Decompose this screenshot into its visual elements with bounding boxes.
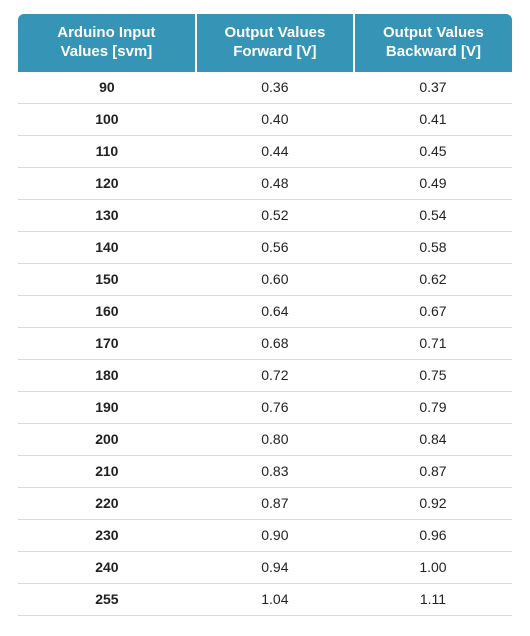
cell-input: 240 (18, 551, 196, 583)
cell-backward: 0.75 (354, 359, 512, 391)
cell-backward: 0.87 (354, 455, 512, 487)
table-row: 1400.560.58 (18, 231, 512, 263)
cell-backward: 0.96 (354, 519, 512, 551)
cell-forward: 0.48 (196, 167, 354, 199)
cell-backward: 0.37 (354, 72, 512, 104)
data-table: Arduino InputValues [svm] Output ValuesF… (18, 14, 512, 616)
cell-forward: 0.90 (196, 519, 354, 551)
cell-backward: 0.49 (354, 167, 512, 199)
cell-forward: 0.76 (196, 391, 354, 423)
cell-input: 200 (18, 423, 196, 455)
cell-input: 220 (18, 487, 196, 519)
col-header-input-l1: Arduino InputValues [svm] (57, 24, 155, 60)
cell-backward: 0.92 (354, 487, 512, 519)
cell-backward: 0.79 (354, 391, 512, 423)
table-header: Arduino InputValues [svm] Output ValuesF… (18, 14, 512, 72)
cell-backward: 1.11 (354, 583, 512, 615)
cell-input: 90 (18, 72, 196, 104)
cell-input: 140 (18, 231, 196, 263)
cell-backward: 0.45 (354, 135, 512, 167)
cell-input: 255 (18, 583, 196, 615)
cell-backward: 0.62 (354, 263, 512, 295)
col-header-input: Arduino InputValues [svm] (18, 14, 196, 72)
cell-input: 100 (18, 103, 196, 135)
cell-input: 230 (18, 519, 196, 551)
cell-forward: 0.72 (196, 359, 354, 391)
cell-input: 130 (18, 199, 196, 231)
cell-forward: 0.68 (196, 327, 354, 359)
cell-input: 160 (18, 295, 196, 327)
cell-forward: 1.04 (196, 583, 354, 615)
table-row: 1700.680.71 (18, 327, 512, 359)
cell-backward: 0.58 (354, 231, 512, 263)
cell-input: 180 (18, 359, 196, 391)
cell-input: 110 (18, 135, 196, 167)
table-row: 1100.440.45 (18, 135, 512, 167)
col-header-backward: Output ValuesBackward [V] (354, 14, 512, 72)
table-row: 1500.600.62 (18, 263, 512, 295)
col-header-backward-l1: Output ValuesBackward [V] (383, 24, 484, 60)
cell-forward: 0.83 (196, 455, 354, 487)
cell-input: 120 (18, 167, 196, 199)
table-row: 1800.720.75 (18, 359, 512, 391)
table-row: 2200.870.92 (18, 487, 512, 519)
table-row: 2300.900.96 (18, 519, 512, 551)
cell-forward: 0.52 (196, 199, 354, 231)
cell-backward: 0.67 (354, 295, 512, 327)
table-row: 1900.760.79 (18, 391, 512, 423)
cell-forward: 0.94 (196, 551, 354, 583)
cell-backward: 0.54 (354, 199, 512, 231)
table-row: 1300.520.54 (18, 199, 512, 231)
table-row: 900.360.37 (18, 72, 512, 104)
table-container: Arduino InputValues [svm] Output ValuesF… (0, 0, 530, 636)
col-header-forward: Output ValuesForward [V] (196, 14, 354, 72)
cell-forward: 0.80 (196, 423, 354, 455)
cell-forward: 0.36 (196, 72, 354, 104)
table-row: 2400.941.00 (18, 551, 512, 583)
table-row: 1000.400.41 (18, 103, 512, 135)
cell-forward: 0.44 (196, 135, 354, 167)
cell-forward: 0.40 (196, 103, 354, 135)
table-row: 1200.480.49 (18, 167, 512, 199)
table-row: 2551.041.11 (18, 583, 512, 615)
cell-backward: 0.71 (354, 327, 512, 359)
table-body: 900.360.371000.400.411100.440.451200.480… (18, 72, 512, 616)
cell-forward: 0.56 (196, 231, 354, 263)
cell-backward: 1.00 (354, 551, 512, 583)
table-header-row: Arduino InputValues [svm] Output ValuesF… (18, 14, 512, 72)
cell-input: 170 (18, 327, 196, 359)
cell-input: 150 (18, 263, 196, 295)
table-row: 2000.800.84 (18, 423, 512, 455)
cell-backward: 0.84 (354, 423, 512, 455)
table-row: 2100.830.87 (18, 455, 512, 487)
col-header-forward-l1: Output ValuesForward [V] (224, 24, 325, 60)
cell-input: 210 (18, 455, 196, 487)
cell-forward: 0.64 (196, 295, 354, 327)
cell-backward: 0.41 (354, 103, 512, 135)
cell-forward: 0.87 (196, 487, 354, 519)
cell-forward: 0.60 (196, 263, 354, 295)
table-row: 1600.640.67 (18, 295, 512, 327)
cell-input: 190 (18, 391, 196, 423)
